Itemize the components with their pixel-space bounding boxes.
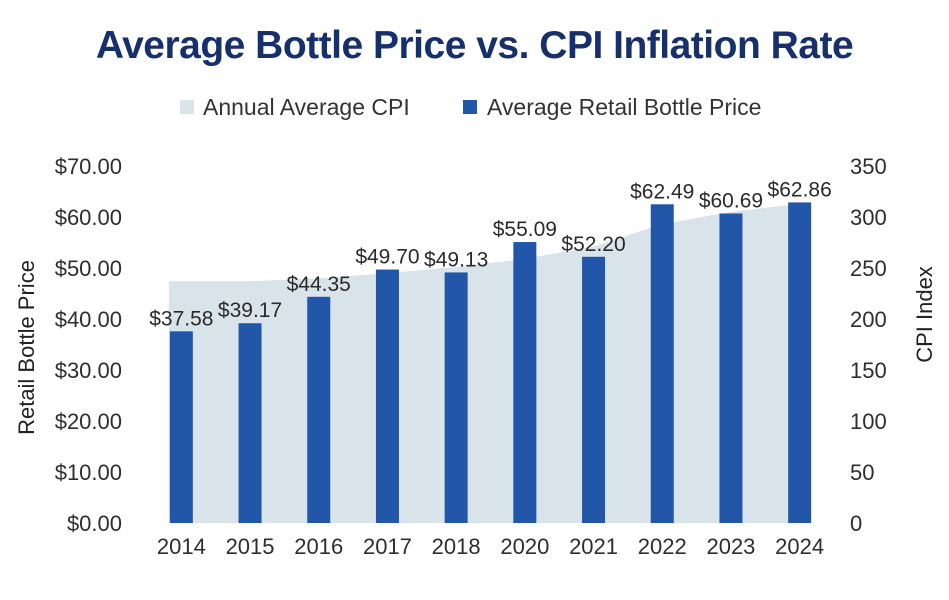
legend: Annual Average CPI Average Retail Bottle … (180, 94, 761, 120)
data-label-2014: $37.58 (149, 307, 213, 330)
x-tick-label: 2015 (226, 534, 275, 559)
data-label-2015: $39.17 (218, 299, 282, 322)
y-left-tick-label: $60.00 (55, 205, 122, 230)
x-tick-label: 2022 (638, 534, 687, 559)
y-right-tick-label: 150 (850, 358, 887, 383)
x-tick-label: 2023 (706, 534, 755, 559)
bar-2016 (307, 296, 331, 523)
bars-layer (169, 202, 812, 523)
y-right-axis-label: CPI Index (912, 266, 937, 363)
legend-swatch-cpi (180, 100, 194, 114)
bar-2024 (788, 202, 812, 523)
y-right-tick-label: 0 (850, 511, 862, 536)
legend-label-cpi: Annual Average CPI (203, 94, 410, 120)
x-tick-label: 2024 (775, 534, 824, 559)
data-label-2022: $62.49 (630, 180, 694, 203)
bar-2022 (650, 204, 674, 523)
x-tick-label: 2018 (432, 534, 481, 559)
y-right-tick-label: 300 (850, 205, 887, 230)
bar-2014 (169, 331, 193, 523)
legend-swatch-price (463, 100, 477, 114)
y-right-tick-label: 250 (850, 256, 887, 281)
bar-2020 (513, 242, 537, 523)
y-right-tick-label: 200 (850, 307, 887, 332)
x-tick-label: 2017 (363, 534, 412, 559)
data-label-2021: $52.20 (561, 233, 625, 256)
y-right-tick-label: 100 (850, 409, 887, 434)
data-label-2024: $62.86 (768, 178, 832, 201)
chart-title: Average Bottle Price vs. CPI Inflation R… (95, 24, 854, 67)
data-label-2020: $55.09 (493, 218, 557, 241)
y-left-axis-label: Retail Bottle Price (14, 260, 39, 435)
y-left-tick-label: $70.00 (55, 154, 122, 179)
y-left-tick-label: $0.00 (67, 511, 122, 536)
y-right-tick-label: 50 (850, 460, 874, 485)
bar-2021 (582, 256, 606, 523)
y-left-tick-label: $20.00 (55, 409, 122, 434)
data-label-2023: $60.69 (699, 189, 763, 212)
bar-2018 (444, 272, 468, 523)
bar-2023 (719, 213, 743, 523)
cpi-area-layer (168, 203, 812, 524)
bar-2015 (238, 323, 262, 523)
data-label-2016: $44.35 (287, 273, 351, 296)
x-tick-label: 2016 (294, 534, 343, 559)
x-tick-label: 2021 (569, 534, 618, 559)
x-tick-label: 2014 (157, 534, 206, 559)
x-tick-label: 2020 (500, 534, 549, 559)
y-left-tick-label: $40.00 (55, 307, 122, 332)
data-label-2017: $49.70 (355, 246, 419, 269)
y-left-tick-label: $30.00 (55, 358, 122, 383)
data-label-2018: $49.13 (424, 248, 488, 271)
data-labels-layer: $37.58 $39.17$44.35$49.70 $49.13$55.09$52.… (149, 178, 832, 330)
legend-label-price: Average Retail Bottle Price (487, 94, 761, 120)
y-left-tick-label: $10.00 (55, 460, 122, 485)
bar-2017 (375, 269, 399, 523)
cpi-area (168, 203, 812, 524)
y-right-tick-label: 350 (850, 154, 887, 179)
y-left-tick-label: $50.00 (55, 256, 122, 281)
axes-layer: 2014 2015 2016 2017 2018 2020 2021 2022 2023 2024… (14, 154, 937, 559)
